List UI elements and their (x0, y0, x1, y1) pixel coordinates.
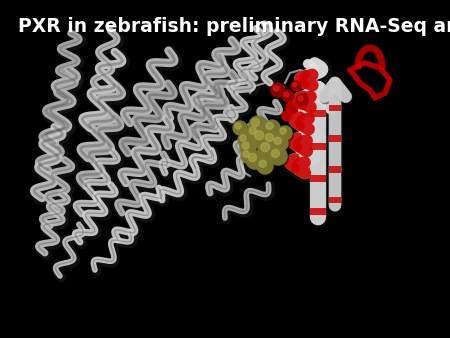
Circle shape (291, 81, 301, 91)
Circle shape (269, 147, 287, 165)
Text: PXR in zebrafish: preliminary RNA-Seq analysis: PXR in zebrafish: preliminary RNA-Seq an… (18, 17, 450, 35)
Circle shape (249, 116, 267, 134)
Circle shape (258, 140, 278, 160)
Circle shape (234, 122, 248, 137)
Circle shape (248, 153, 256, 162)
Circle shape (296, 94, 308, 106)
Circle shape (252, 118, 260, 126)
Circle shape (248, 126, 265, 143)
Bar (310, 208, 326, 215)
Circle shape (271, 149, 279, 158)
Circle shape (239, 135, 253, 148)
Circle shape (240, 135, 246, 141)
Circle shape (266, 121, 282, 138)
Circle shape (235, 123, 241, 129)
Bar (328, 197, 341, 203)
Circle shape (253, 129, 274, 149)
Bar (310, 175, 326, 183)
Circle shape (264, 120, 280, 136)
Circle shape (241, 149, 255, 163)
Circle shape (247, 125, 263, 141)
Circle shape (243, 150, 256, 165)
Circle shape (238, 133, 252, 147)
Bar (328, 105, 341, 112)
Circle shape (271, 83, 285, 97)
Circle shape (279, 127, 293, 142)
Bar (310, 110, 326, 117)
Circle shape (286, 102, 298, 114)
Circle shape (266, 122, 273, 129)
Bar (328, 166, 341, 173)
Circle shape (274, 137, 289, 152)
Circle shape (243, 151, 249, 157)
Circle shape (240, 140, 256, 156)
Circle shape (251, 118, 269, 136)
Circle shape (280, 128, 286, 134)
Circle shape (263, 131, 281, 149)
Circle shape (233, 121, 247, 135)
Circle shape (270, 148, 288, 167)
Circle shape (298, 96, 303, 101)
Circle shape (246, 151, 264, 169)
Circle shape (257, 158, 273, 174)
Circle shape (259, 160, 266, 167)
Circle shape (278, 126, 292, 140)
Circle shape (255, 131, 264, 140)
Bar (310, 143, 326, 150)
Circle shape (242, 142, 249, 149)
Circle shape (252, 128, 272, 148)
Circle shape (266, 134, 274, 142)
Circle shape (248, 152, 266, 170)
Bar (328, 136, 341, 142)
Circle shape (260, 142, 279, 162)
Circle shape (258, 160, 274, 175)
Circle shape (284, 92, 289, 97)
Circle shape (272, 135, 288, 151)
Circle shape (282, 90, 294, 102)
Circle shape (265, 132, 283, 150)
Circle shape (293, 83, 297, 87)
Circle shape (274, 137, 281, 144)
Circle shape (249, 127, 256, 135)
Circle shape (274, 86, 279, 91)
Circle shape (261, 143, 270, 152)
Circle shape (282, 111, 292, 121)
Circle shape (242, 142, 257, 158)
